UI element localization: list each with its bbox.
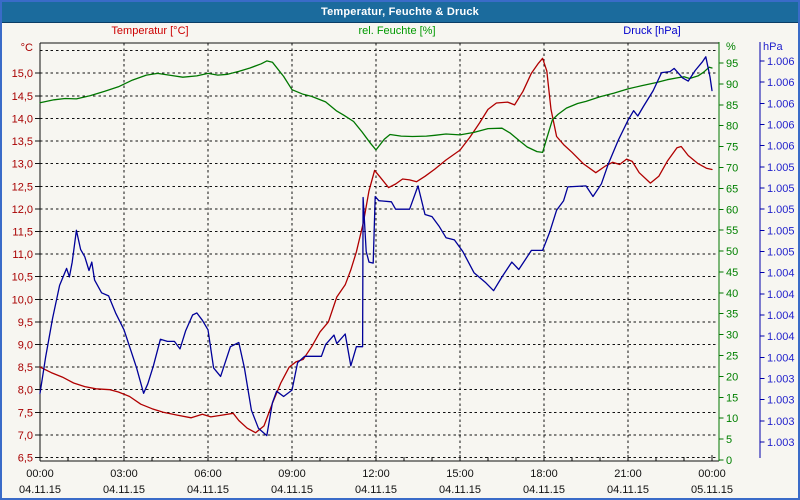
pressure-axis-label: 1.004 <box>767 331 795 343</box>
legend: Temperatur [°C] rel. Feuchte [%] Druck [… <box>2 25 798 41</box>
window-title: Temperatur, Feuchte & Druck <box>320 6 479 18</box>
temperature-axis-label: 12,5 <box>12 181 33 193</box>
pressure-axis-label: 1.003 <box>767 374 795 386</box>
temperature-axis-label: 6,5 <box>18 453 33 465</box>
x-axis-time-label: 00:00 <box>698 468 726 480</box>
x-axis-time-label: 06:00 <box>194 468 222 480</box>
x-axis-date-label: 04.11.15 <box>523 484 565 496</box>
temperature-axis-label: 9,5 <box>18 317 33 329</box>
legend-pressure-label: Druck [hPa] <box>623 25 681 37</box>
x-axis-time-label: 18:00 <box>530 468 558 480</box>
x-axis-time-label: 12:00 <box>362 468 390 480</box>
humidity-axis-label: 70 <box>726 162 738 174</box>
pressure-axis-label: 1.005 <box>767 204 795 216</box>
humidity-axis-label: 40 <box>726 288 738 300</box>
x-axis-date-label: 04.11.15 <box>439 484 481 496</box>
legend-temperature-label: Temperatur [°C] <box>111 25 189 37</box>
temperature-axis-label: 8,0 <box>18 385 33 397</box>
x-axis-date-label: 04.11.15 <box>19 484 61 496</box>
x-axis-time-label: 15:00 <box>446 468 474 480</box>
x-axis-time-label: 03:00 <box>110 468 138 480</box>
pressure-axis-unit: hPa <box>763 41 783 53</box>
temperature-axis-unit: °C <box>21 42 33 54</box>
legend-humidity-label: rel. Feuchte [%] <box>358 25 436 37</box>
pressure-axis-label: 1.003 <box>767 416 795 428</box>
humidity-axis-label: 85 <box>726 100 738 112</box>
humidity-axis-label: 30 <box>726 330 738 342</box>
humidity-axis-label: 80 <box>726 121 738 133</box>
pressure-axis-label: 1.004 <box>767 289 795 301</box>
temperature-axis-label: 7,5 <box>18 407 33 419</box>
x-axis-time-label: 09:00 <box>278 468 306 480</box>
humidity-axis-label: 45 <box>726 267 738 279</box>
humidity-axis-label: 35 <box>726 309 738 321</box>
x-axis-date-label: 04.11.15 <box>355 484 397 496</box>
temperature-axis-label: 9,0 <box>18 340 33 352</box>
temperature-series <box>39 57 713 434</box>
x-axis-time-label: 21:00 <box>614 468 642 480</box>
humidity-axis-unit: % <box>726 41 736 53</box>
temperature-axis-label: 14,0 <box>12 113 33 125</box>
humidity-axis-label: 0 <box>726 455 732 467</box>
temperature-axis-label: 10,5 <box>12 272 33 284</box>
temperature-axis-label: 14,5 <box>12 91 33 103</box>
pressure-axis-label: 1.004 <box>767 352 795 364</box>
temperature-axis-label: 13,5 <box>12 136 33 148</box>
humidity-axis-label: 25 <box>726 351 738 363</box>
pressure-series <box>39 56 713 437</box>
humidity-axis-label: 55 <box>726 225 738 237</box>
pressure-axis-label: 1.006 <box>767 141 795 153</box>
pressure-axis-label: 1.005 <box>767 183 795 195</box>
temperature-axis-label: 13,0 <box>12 159 33 171</box>
temperature-axis-label: 7,0 <box>18 430 33 442</box>
title-bar[interactable]: Temperatur, Feuchte & Druck <box>2 2 798 23</box>
temperature-axis-label: 11,5 <box>12 226 33 238</box>
temperature-axis-label: 15,0 <box>12 68 33 80</box>
x-axis-time-label: 00:00 <box>26 468 54 480</box>
temperature-axis-label: 12,0 <box>12 204 33 216</box>
pressure-axis-label: 1.005 <box>767 162 795 174</box>
temperature-axis-label: 10,0 <box>12 294 33 306</box>
humidity-axis-label: 75 <box>726 142 738 154</box>
humidity-axis-label: 60 <box>726 204 738 216</box>
pressure-axis-label: 1.003 <box>767 437 795 449</box>
x-axis-date-label: 05.11.15 <box>691 484 733 496</box>
temperature-axis-label: 11,0 <box>12 249 33 261</box>
humidity-axis-label: 50 <box>726 246 738 258</box>
x-axis-date-label: 04.11.15 <box>271 484 313 496</box>
humidity-axis-label: 15 <box>726 392 738 404</box>
pressure-axis-label: 1.006 <box>767 77 795 89</box>
humidity-axis-label: 90 <box>726 79 738 91</box>
pressure-axis-label: 1.006 <box>767 98 795 110</box>
humidity-axis-label: 5 <box>726 434 732 446</box>
pressure-axis-label: 1.006 <box>767 56 795 68</box>
pressure-axis-label: 1.006 <box>767 120 795 132</box>
pressure-axis-label: 1.004 <box>767 268 795 280</box>
temperature-axis-label: 8,5 <box>18 362 33 374</box>
pressure-axis-label: 1.003 <box>767 395 795 407</box>
pressure-axis-label: 1.005 <box>767 247 795 259</box>
humidity-series <box>39 60 713 154</box>
x-axis-date-label: 04.11.15 <box>187 484 229 496</box>
humidity-axis-label: 20 <box>726 371 738 383</box>
x-axis-date-label: 04.11.15 <box>607 484 649 496</box>
pressure-axis-label: 1.004 <box>767 310 795 322</box>
x-axis-date-label: 04.11.15 <box>103 484 145 496</box>
humidity-axis-label: 95 <box>726 58 738 70</box>
humidity-axis-label: 65 <box>726 183 738 195</box>
humidity-axis-label: 10 <box>726 413 738 425</box>
pressure-axis-label: 1.005 <box>767 225 795 237</box>
